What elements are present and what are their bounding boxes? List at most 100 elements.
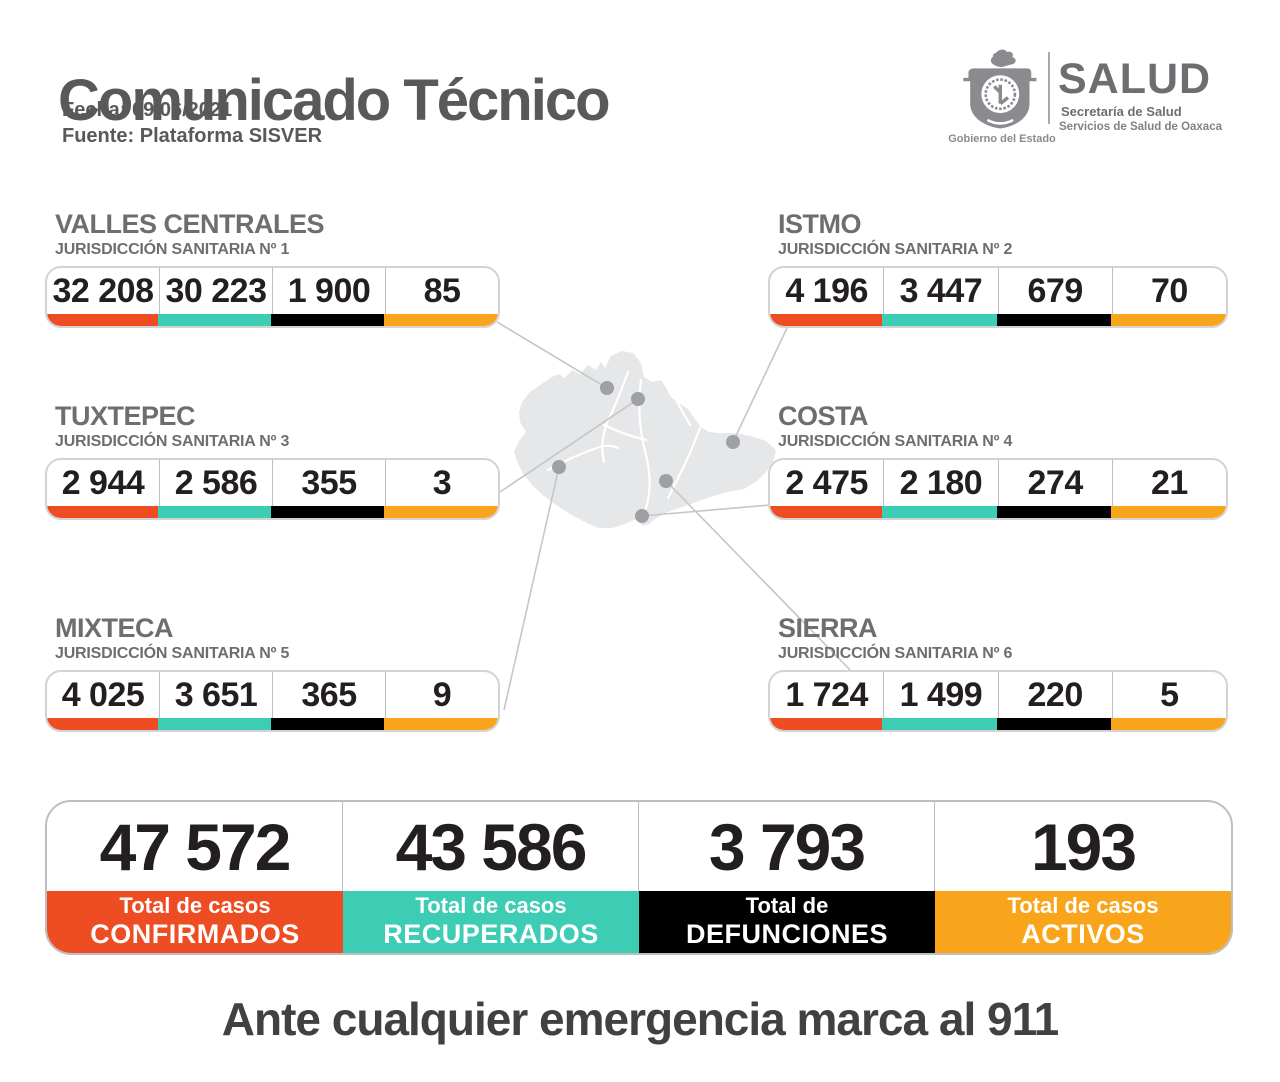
confirmed-value: 32 208 bbox=[52, 272, 155, 311]
total-recovered-value: 43 586 bbox=[343, 802, 639, 891]
dot-valles-centrales bbox=[600, 381, 614, 395]
active-color-bar bbox=[384, 314, 498, 327]
deaths-color-bar bbox=[271, 314, 387, 327]
confirmed-color-bar bbox=[47, 314, 161, 327]
deaths-color-bar bbox=[996, 506, 1114, 519]
stat-cell-recovered: 1 499 bbox=[882, 672, 1000, 731]
region-title: MIXTECA bbox=[55, 613, 174, 643]
recovered-value: 1 499 bbox=[899, 676, 983, 715]
total-label-line1: Total de casos bbox=[415, 893, 567, 919]
active-value: 70 bbox=[1150, 272, 1188, 311]
region-title: ISTMO bbox=[778, 209, 862, 239]
confirmed-color-bar bbox=[770, 506, 886, 519]
dot-sierra bbox=[659, 474, 673, 488]
region-istmo: ISTMO JURISDICCIÓN SANITARIA Nº 2 4 196 … bbox=[768, 209, 1228, 329]
stat-cell-confirmed: 4 196 bbox=[770, 268, 886, 327]
date-label: Fecha: 09/06/2021 bbox=[62, 99, 233, 121]
confirmed-color-bar bbox=[770, 314, 886, 327]
confirmed-value: 1 724 bbox=[785, 676, 868, 715]
region-jurisdiction: JURISDICCIÓN SANITARIA Nº 3 bbox=[55, 433, 290, 451]
state-coat-of-arms-icon bbox=[963, 49, 1037, 129]
deaths-color-bar bbox=[996, 718, 1114, 731]
total-confirmed-column: 47 572 Total de casos CONFIRMADOS bbox=[47, 802, 343, 953]
region-stats-card: 4 025 3 651 365 9 bbox=[45, 670, 500, 733]
government-label: Gobierno del Estado bbox=[948, 133, 1056, 145]
region-title: COSTA bbox=[778, 401, 869, 431]
stat-cell-active: 5 bbox=[1110, 672, 1226, 731]
region-stats-card: 2 944 2 586 355 3 bbox=[45, 458, 500, 521]
emergency-banner: Ante cualquier emergencia marca al 911 bbox=[221, 993, 1059, 1045]
total-label-line2: ACTIVOS bbox=[1021, 918, 1145, 949]
deaths-value: 365 bbox=[301, 676, 357, 715]
active-value: 5 bbox=[1160, 676, 1179, 715]
recovered-color-bar bbox=[882, 506, 1000, 519]
total-active-value: 193 bbox=[1030, 809, 1137, 884]
active-value: 3 bbox=[432, 464, 452, 503]
confirmed-value: 4 025 bbox=[61, 676, 145, 715]
recovered-color-bar bbox=[882, 718, 1000, 731]
stat-cell-deaths: 365 bbox=[271, 672, 387, 731]
stat-cell-active: 3 bbox=[384, 460, 498, 519]
region-stats-card: 4 196 3 447 679 70 bbox=[768, 266, 1228, 329]
connector-costa bbox=[641, 504, 771, 517]
region-stats-card: 32 208 30 223 1 900 85 bbox=[45, 266, 500, 329]
active-color-bar bbox=[1110, 718, 1226, 731]
total-confirmed-label: Total de casos CONFIRMADOS bbox=[47, 891, 343, 953]
connector-tuxtepec bbox=[499, 398, 639, 493]
confirmed-color-bar bbox=[770, 718, 886, 731]
stat-cell-confirmed: 2 944 bbox=[47, 460, 161, 519]
region-tuxtepec: TUXTEPEC JURISDICCIÓN SANITARIA Nº 3 2 9… bbox=[45, 401, 500, 521]
dot-mixteca bbox=[552, 460, 566, 474]
total-label-line1: Total de bbox=[745, 893, 829, 919]
region-title: TUXTEPEC bbox=[55, 401, 196, 431]
salud-subtitle-1: Secretaría de Salud bbox=[1061, 104, 1182, 119]
deaths-value: 679 bbox=[1027, 272, 1084, 311]
total-active-column: 193 Total de casos ACTIVOS bbox=[935, 802, 1231, 953]
confirmed-color-bar bbox=[47, 506, 161, 519]
stat-cell-active: 70 bbox=[1110, 268, 1226, 327]
dot-costa bbox=[635, 509, 649, 523]
total-active-label: Total de casos ACTIVOS bbox=[935, 891, 1231, 953]
region-title: VALLES CENTRALES bbox=[55, 209, 325, 239]
total-deaths-column: 3 793 Total de DEFUNCIONES bbox=[639, 802, 935, 953]
recovered-value: 3 651 bbox=[174, 676, 258, 715]
region-mixteca: MIXTECA JURISDICCIÓN SANITARIA Nº 5 4 02… bbox=[45, 613, 500, 733]
deaths-value: 220 bbox=[1027, 676, 1084, 715]
active-value: 9 bbox=[432, 676, 452, 715]
connector-mixteca bbox=[503, 466, 560, 711]
deaths-color-bar bbox=[271, 718, 387, 731]
confirmed-value: 2 944 bbox=[61, 464, 145, 503]
active-value: 85 bbox=[423, 272, 461, 311]
total-recovered-column: 43 586 Total de casos RECUPERADOS bbox=[343, 802, 639, 953]
total-confirmed-value: 47 572 bbox=[47, 802, 343, 891]
recovered-value: 3 447 bbox=[899, 272, 983, 311]
total-label-line1: Total de casos bbox=[119, 893, 271, 919]
stat-cell-active: 9 bbox=[384, 672, 498, 731]
confirmed-color-bar bbox=[47, 718, 161, 731]
stat-cell-active: 21 bbox=[1110, 460, 1226, 519]
stat-cell-active: 85 bbox=[384, 268, 498, 327]
confirmed-value: 2 475 bbox=[785, 464, 868, 503]
region-jurisdiction: JURISDICCIÓN SANITARIA Nº 4 bbox=[778, 433, 1013, 451]
logo-divider bbox=[1048, 52, 1050, 124]
stat-cell-confirmed: 4 025 bbox=[47, 672, 161, 731]
stat-cell-recovered: 3 447 bbox=[882, 268, 1000, 327]
total-recovered-label: Total de casos RECUPERADOS bbox=[343, 891, 639, 953]
recovered-color-bar bbox=[158, 506, 274, 519]
dot-istmo bbox=[726, 435, 740, 449]
dot-tuxtepec bbox=[631, 392, 645, 406]
deaths-value: 355 bbox=[301, 464, 357, 503]
stat-cell-confirmed: 2 475 bbox=[770, 460, 886, 519]
deaths-color-bar bbox=[271, 506, 387, 519]
stat-cell-recovered: 2 586 bbox=[158, 460, 274, 519]
region-valles-centrales: VALLES CENTRALES JURISDICCIÓN SANITARIA … bbox=[45, 209, 500, 329]
stat-cell-confirmed: 1 724 bbox=[770, 672, 886, 731]
region-sierra: SIERRA JURISDICCIÓN SANITARIA Nº 6 1 724… bbox=[768, 614, 1228, 733]
total-label-line1: Total de casos bbox=[1007, 893, 1159, 919]
region-jurisdiction: JURISDICCIÓN SANITARIA Nº 5 bbox=[55, 645, 290, 663]
page-title: Comunicado Técnico bbox=[58, 67, 611, 133]
salud-subtitle-2: Servicios de Salud de Oaxaca bbox=[1059, 121, 1222, 133]
recovered-value: 30 223 bbox=[165, 272, 268, 311]
connector-lines bbox=[496, 321, 854, 711]
